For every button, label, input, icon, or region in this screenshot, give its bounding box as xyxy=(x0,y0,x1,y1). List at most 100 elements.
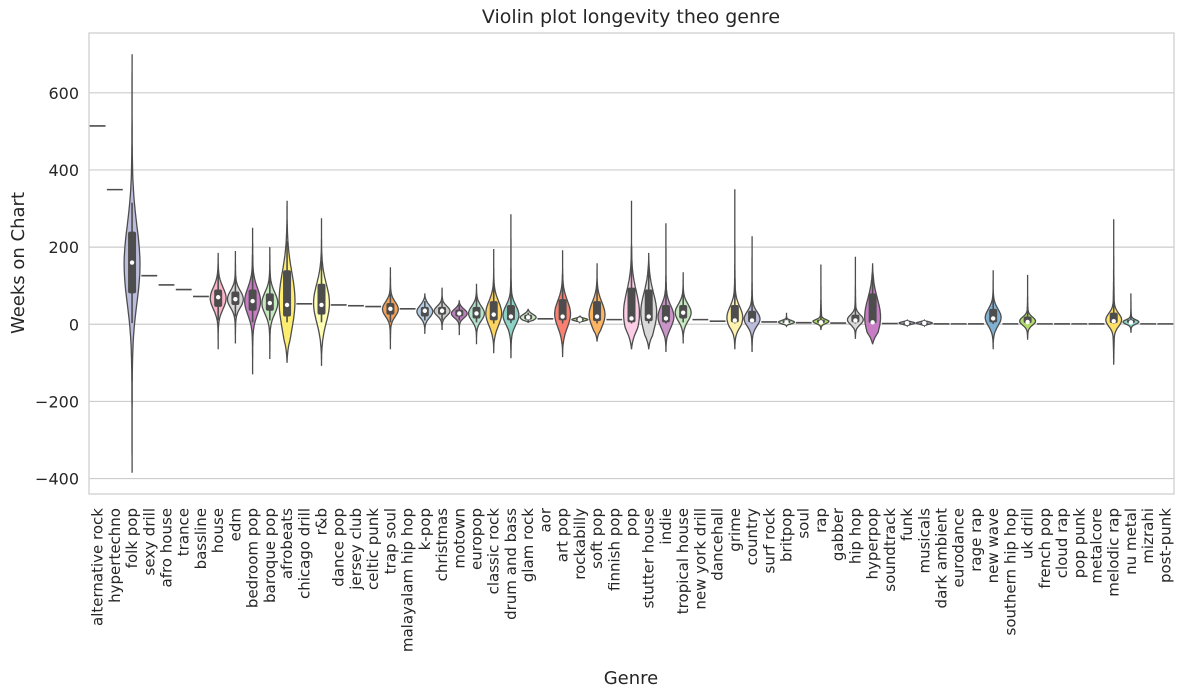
violin-median xyxy=(990,316,996,321)
violin-45 xyxy=(864,263,882,345)
x-tick-label: soul xyxy=(795,508,813,539)
x-tick-label: hypertechno xyxy=(106,508,124,603)
x-tick-label: chicago drill xyxy=(295,508,313,599)
x-tick-label: dance pop xyxy=(330,508,348,587)
violin-29 xyxy=(588,263,606,342)
violin-body xyxy=(812,264,830,331)
violin-median xyxy=(439,308,445,313)
x-tick-label: melodic rap xyxy=(1105,508,1123,597)
violin-median xyxy=(646,314,651,319)
violin-25 xyxy=(519,308,537,324)
violin-median xyxy=(457,311,462,316)
violin-iqr-box xyxy=(489,301,498,321)
y-tick-labels: −400 −200 0 200 400 600 xyxy=(35,84,79,489)
x-tick-label: dancehall xyxy=(709,508,727,581)
violin-body xyxy=(743,236,761,353)
x-tick-label: afrobeats xyxy=(278,508,296,579)
x-tick-label: britpop xyxy=(778,508,796,562)
violin-42 xyxy=(812,264,830,331)
violin-33 xyxy=(657,223,675,353)
x-tick-label: aor xyxy=(536,507,554,532)
x-tick-label: musicals xyxy=(915,508,933,574)
violin-47 xyxy=(898,318,916,328)
violin-27 xyxy=(554,250,572,358)
violin-19 xyxy=(416,293,434,334)
x-axis-label: Genre xyxy=(604,668,659,689)
x-tick-label: soft pop xyxy=(588,508,606,569)
x-tick-label: bedroom pop xyxy=(244,508,262,608)
violin-34 xyxy=(674,272,692,344)
x-tick-label: rockabilly xyxy=(571,508,589,580)
violin-body xyxy=(846,256,864,339)
x-tick-label: k-pop xyxy=(416,508,434,550)
violin-median xyxy=(732,318,738,323)
x-tick-label: house xyxy=(209,508,227,553)
x-tick-label: eurodance xyxy=(950,508,968,587)
x-tick-label: post-punk xyxy=(1156,508,1174,583)
violin-24 xyxy=(502,214,520,359)
x-tick-label: metalcore xyxy=(1088,508,1106,584)
violin-17 xyxy=(381,267,399,350)
violin-10 xyxy=(261,247,279,359)
x-tick-label: glam rock xyxy=(519,508,537,583)
x-tick-label: country xyxy=(743,508,761,565)
x-tick-label: jersey club xyxy=(347,508,365,591)
violin-median xyxy=(129,260,135,265)
x-tick-label: afro house xyxy=(158,508,176,588)
violin-median xyxy=(853,318,858,323)
x-tick-label: dark ambient xyxy=(933,508,951,609)
x-tick-label: pop punk xyxy=(1070,508,1088,579)
violin-22 xyxy=(467,283,486,345)
x-tick-label: french pop xyxy=(1036,508,1054,589)
x-tick-label: soundtrack xyxy=(881,508,899,592)
violin-9 xyxy=(244,227,262,375)
x-tick-label: southern hip hop xyxy=(1001,508,1019,635)
x-tick-label: trap soul xyxy=(381,508,399,574)
violin-37 xyxy=(726,189,744,350)
y-tick-label: 400 xyxy=(48,161,79,180)
violin-median xyxy=(250,298,255,304)
violin-median xyxy=(1025,319,1030,325)
violin-2 xyxy=(123,54,141,473)
violin-body xyxy=(726,189,744,350)
violin-median xyxy=(525,315,531,320)
violin-iqr-box xyxy=(730,304,739,323)
x-tick-label: edm xyxy=(226,508,244,541)
x-tick-label: rap xyxy=(812,508,830,533)
x-tick-label: stutter house xyxy=(640,508,658,608)
x-tick-label: cloud rap xyxy=(1053,508,1071,578)
violin-median xyxy=(629,316,634,321)
violin-median xyxy=(284,302,290,308)
x-tick-label: sexy drill xyxy=(140,508,158,576)
x-tick-label: drum and bass xyxy=(502,508,520,620)
x-tick-label: surf rock xyxy=(760,508,778,574)
violin-median xyxy=(491,312,496,317)
violin-median xyxy=(594,314,600,319)
violin-median xyxy=(267,300,273,306)
x-tick-label: classic rock xyxy=(485,508,503,595)
violin-40 xyxy=(777,312,796,328)
violins xyxy=(89,54,1174,473)
x-tick-label: funk xyxy=(898,508,916,541)
y-tick-label: 200 xyxy=(48,238,79,257)
x-tick-label: motown xyxy=(450,508,468,569)
violin-median xyxy=(577,317,583,322)
violin-median xyxy=(319,302,324,308)
x-tick-label: hip hop xyxy=(846,508,864,564)
x-tick-label: tropical house xyxy=(674,508,692,614)
violin-7 xyxy=(209,252,227,350)
violin-median xyxy=(1128,320,1134,325)
violin-median xyxy=(904,320,910,326)
y-tick-label: −400 xyxy=(35,470,79,489)
plot-frame xyxy=(88,32,1175,495)
violin-iqr-box xyxy=(748,310,757,323)
y-tick-label: 0 xyxy=(69,315,79,334)
y-tick-label: 600 xyxy=(48,84,79,103)
violin-median xyxy=(215,295,221,300)
x-tick-label: rage rap xyxy=(967,508,985,572)
x-tick-label: hyperpop xyxy=(864,508,882,580)
chart-title: Violin plot longevity theo genre xyxy=(482,6,780,28)
x-tick-label: new york drill xyxy=(691,508,709,610)
violin-44 xyxy=(846,256,864,339)
x-tick-label: r&b xyxy=(313,508,331,535)
